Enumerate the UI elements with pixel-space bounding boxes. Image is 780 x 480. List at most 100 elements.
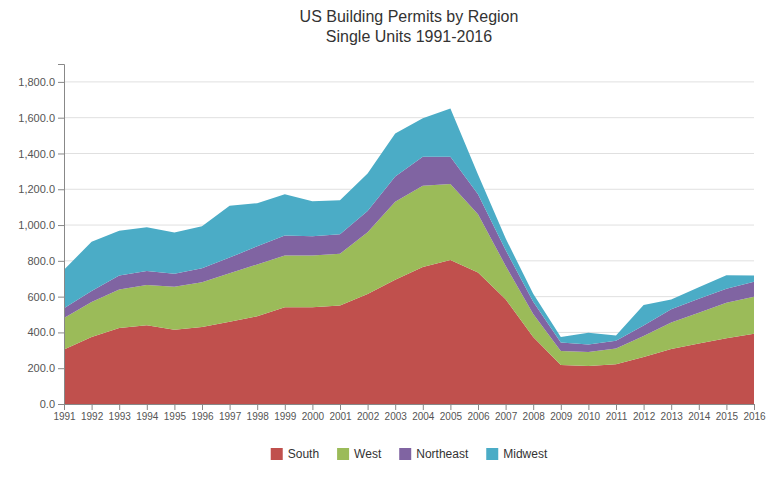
tick-label: 1997	[219, 411, 242, 422]
tick-mark	[423, 404, 424, 410]
tick-mark	[58, 261, 64, 262]
tick-label: 2011	[606, 411, 628, 422]
tick: 1,000.0	[18, 219, 64, 231]
tick-mark	[368, 404, 369, 410]
tick-label: 2005	[440, 411, 463, 422]
tick-label: 1993	[109, 411, 132, 422]
tick: 1999	[274, 404, 297, 422]
legend-label: West	[354, 447, 382, 461]
tick: 2009	[550, 404, 573, 422]
tick-label: 2009	[550, 411, 573, 422]
legend-item: South	[271, 447, 319, 461]
tick-mark	[58, 153, 64, 154]
tick-label: 1996	[191, 411, 214, 422]
tick-label: 2007	[495, 411, 518, 422]
tick-label: 1999	[274, 411, 297, 422]
tick: 200.0	[27, 362, 64, 374]
tick-mark	[533, 404, 534, 410]
tick: 800.0	[27, 255, 64, 267]
tick: 2014	[688, 404, 711, 422]
tick-label: 2014	[688, 411, 711, 422]
x-axis: 1991 1992 1993 1994 1995 1996 1997 1998 1999 2000…	[53, 404, 766, 422]
tick: 2010	[578, 404, 601, 422]
tick-mark	[202, 404, 203, 410]
legend: SouthWestNortheastMidwest	[271, 447, 548, 461]
tick-mark	[395, 404, 396, 410]
grid-line	[64, 117, 754, 118]
tick-label: 1,800.0	[18, 76, 55, 88]
tick: 2005	[440, 404, 463, 422]
title: US Building Permits by RegionSingle Unit…	[300, 8, 519, 45]
tick: 2012	[633, 404, 656, 422]
tick-label: 2000	[302, 411, 325, 422]
chart: 1991 1992 1993 1994 1995 1996 1997 1998 1999 2000…	[0, 0, 780, 480]
title-line: Single Units 1991-2016	[326, 28, 492, 45]
tick-mark	[230, 404, 231, 410]
tick-label: 1994	[136, 411, 159, 422]
tick-mark	[726, 404, 727, 410]
tick-label: 1995	[164, 411, 187, 422]
tick-label: 2010	[578, 411, 601, 422]
tick-label: 1998	[247, 411, 270, 422]
legend-label: Northeast	[416, 447, 469, 461]
tick-mark	[58, 82, 64, 83]
tick-mark	[616, 404, 617, 410]
tick-label: 2012	[633, 411, 656, 422]
tick-label: 2016	[743, 411, 766, 422]
tick-label: 2001	[329, 411, 352, 422]
tick-mark	[644, 404, 645, 410]
tick: 1991	[53, 404, 76, 422]
tick-mark	[58, 368, 64, 369]
tick: 1998	[247, 404, 270, 422]
tick-mark	[506, 404, 507, 410]
tick-label: 2003	[385, 411, 408, 422]
tick-label: 2004	[412, 411, 435, 422]
tick: 2001	[329, 404, 352, 422]
tick-mark	[257, 404, 258, 410]
legend-label: South	[288, 447, 319, 461]
tick: 600.0	[27, 291, 64, 303]
tick-label: 1,400.0	[18, 147, 55, 159]
tick-label: 2002	[357, 411, 380, 422]
tick-mark	[699, 404, 700, 410]
tick: 1,800.0	[18, 76, 64, 88]
tick-mark	[147, 404, 148, 410]
tick-mark	[58, 332, 64, 333]
tick-mark	[312, 404, 313, 410]
tick-mark	[285, 404, 286, 410]
tick: 400.0	[27, 326, 64, 338]
tick: 2016	[743, 404, 766, 422]
tick: 0.0	[40, 398, 64, 410]
tick: 1996	[191, 404, 214, 422]
plot-area	[64, 108, 754, 404]
tick-mark	[58, 297, 64, 298]
tick-label: 400.0	[27, 326, 55, 338]
tick-mark	[119, 404, 120, 410]
tick-mark	[92, 404, 93, 410]
legend-swatch	[271, 448, 283, 460]
tick: 1992	[81, 404, 104, 422]
legend-item: Northeast	[399, 447, 469, 461]
tick: 2003	[385, 404, 408, 422]
tick: 1,400.0	[18, 147, 64, 159]
legend-swatch	[399, 448, 411, 460]
tick-label: 1991	[53, 411, 76, 422]
tick-mark	[58, 404, 64, 405]
legend-item: West	[337, 447, 382, 461]
tick-mark	[58, 225, 64, 226]
tick-mark	[450, 404, 451, 410]
tick-label: 1992	[81, 411, 104, 422]
y-axis: 0.0 200.0 400.0 600.0 800.0 1,000.0 1,200.0 1,4…	[18, 65, 64, 411]
tick: 1,200.0	[18, 183, 64, 195]
tick-label: 0.0	[40, 398, 55, 410]
legend-swatch	[486, 448, 498, 460]
tick-mark	[671, 404, 672, 410]
tick-label: 1,000.0	[18, 219, 55, 231]
tick-mark	[588, 404, 589, 410]
axis-line	[58, 65, 65, 405]
tick-label: 1,600.0	[18, 112, 55, 124]
axis-line	[65, 405, 755, 411]
tick-label: 800.0	[27, 255, 55, 267]
tick-label: 1,200.0	[18, 183, 55, 195]
tick: 2002	[357, 404, 380, 422]
